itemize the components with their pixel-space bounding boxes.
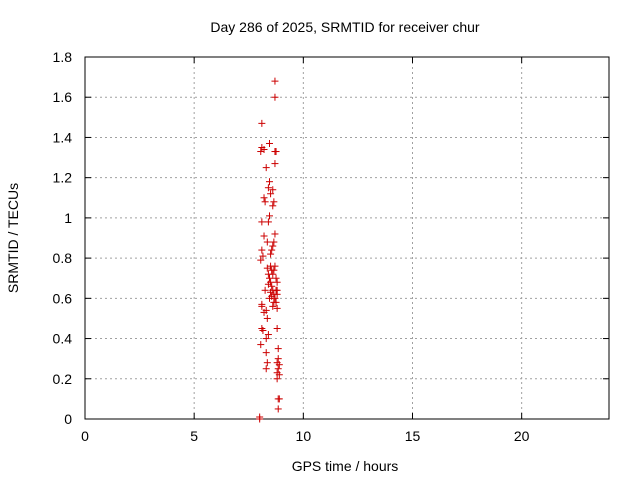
data-point [273,278,281,286]
data-point [256,415,264,423]
x-tick-label: 5 [190,428,198,444]
data-point [269,242,277,250]
data-point [262,164,270,172]
data-point [257,341,265,349]
y-tick-label: 1 [64,210,72,226]
data-point [260,146,268,154]
data-point [258,218,266,226]
data-point [264,280,272,288]
data-point [275,395,283,403]
data-point [267,288,275,296]
data-point [264,218,272,226]
data-point [267,250,275,258]
data-point [271,77,279,85]
data-point [270,298,278,306]
y-tick-label: 1.6 [53,89,73,105]
data-point [260,232,268,240]
x-axis-label: GPS time / hours [292,458,399,474]
data-point [259,252,267,260]
y-tick-label: 0 [64,411,72,427]
data-point [265,139,273,147]
data-point [264,184,272,192]
data-point [260,194,268,202]
data-point [262,365,270,373]
data-point [271,148,279,156]
grid [85,57,609,419]
y-tick-label: 0.2 [53,371,73,387]
data-point [274,365,282,373]
data-point [273,325,281,332]
data-point [263,314,271,322]
data-point [273,375,281,383]
data-point [263,238,271,246]
data-point [261,286,269,294]
data-point [262,349,270,357]
data-point [272,274,280,282]
data-point [258,119,266,127]
data-point [269,202,277,210]
data-point [267,262,275,270]
data-point [269,186,277,194]
data-point [271,230,279,238]
y-tick-label: 0.6 [53,290,73,306]
ticks: 0 0.2 0.4 0.6 0.8 1 1.2 1.4 1.6 1.8 0 5 10 15 20 [53,49,609,444]
data-point [272,286,280,294]
y-tick-label: 1.4 [53,129,73,145]
x-tick-label: 0 [81,428,89,444]
data-point [270,238,278,246]
data-point [268,266,276,274]
data-point [270,198,278,206]
x-tick-label: 20 [514,428,530,444]
data-point [262,306,270,314]
data-point [274,355,282,363]
data-point [265,178,273,186]
x-tick-label: 10 [296,428,312,444]
y-tick-label: 0.8 [53,250,73,266]
data-point [265,212,273,220]
y-tick-label: 1.2 [53,170,73,186]
data-point [275,371,283,379]
data-point [257,256,265,264]
data-point [265,294,273,302]
y-axis-label: SRMTID / TECUs [5,183,21,293]
x-tick-label: 15 [405,428,421,444]
data-point [269,270,277,278]
data-point [268,246,276,254]
data-point [262,335,270,343]
data-point [274,345,282,353]
data-point [269,302,277,310]
data-point [259,327,267,335]
data-point [261,198,269,206]
data-point [263,359,271,367]
axes [84,56,610,420]
data-point [271,160,279,168]
y-tick-label: 0.4 [53,331,73,347]
data-point [258,246,266,254]
data-point [265,274,273,282]
data-point [273,304,281,312]
data-points [256,77,283,423]
data-point [271,93,279,101]
data-point [267,190,275,198]
data-point [264,331,272,339]
data-point [273,290,281,298]
data-point [258,300,266,308]
plot-frame [84,56,610,420]
data-point [275,361,283,369]
data-point [274,405,282,413]
y-tick-label: 1.8 [53,49,73,65]
chart-title: Day 286 of 2025, SRMTID for receiver chu… [210,19,480,35]
